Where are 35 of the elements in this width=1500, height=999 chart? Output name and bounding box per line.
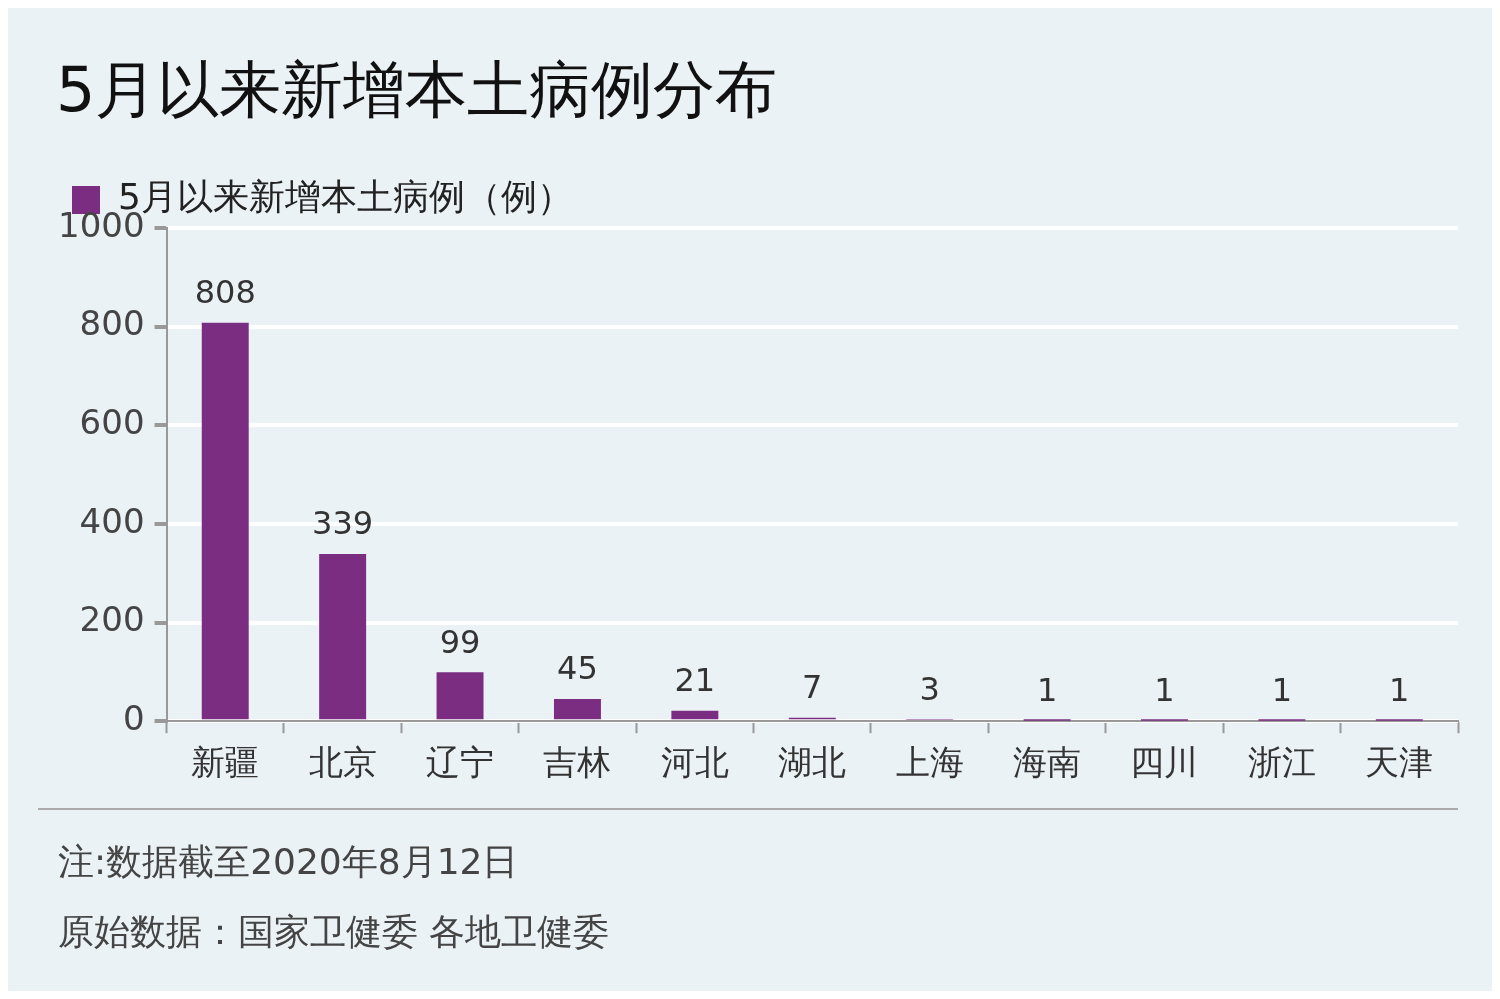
text: 原始数据：国家卫健委 各地卫健委 (58, 910, 610, 954)
data-label: 7 (802, 668, 823, 707)
bar (671, 710, 719, 720)
y-tick-label: 200 (79, 599, 145, 640)
data-label: 21 (674, 661, 716, 700)
data-label: 1 (1154, 671, 1175, 710)
chart-title: 5月以来新增本土病例分布 (56, 52, 778, 128)
x-tick-label: 湖北 (778, 742, 847, 783)
bar (436, 672, 484, 720)
x-tick-label: 上海 (895, 742, 964, 783)
y-tick-label: 400 (79, 500, 145, 541)
data-label: 1 (1036, 671, 1058, 710)
data-label: 3 (919, 670, 940, 709)
bar (553, 699, 601, 720)
x-tick-label: 新疆 (191, 742, 260, 783)
x-tick-label: 河北 (660, 742, 729, 783)
data-label: 99 (439, 622, 481, 661)
x-tick-label: 浙江 (1247, 742, 1316, 783)
data-label: 45 (557, 649, 598, 688)
data-label: 808 (194, 273, 256, 312)
x-tick-label: 四川 (1130, 742, 1199, 783)
x-tick-label: 天津 (1365, 742, 1434, 783)
bar (201, 322, 249, 720)
text: 注:数据截至2020年8月12日 (58, 840, 519, 884)
x-tick-label: 海南 (1013, 742, 1082, 783)
x-tick-label: 辽宁 (426, 742, 495, 783)
data-label: 1 (1271, 671, 1293, 710)
y-tick-label: 800 (79, 303, 145, 344)
data-label: 339 (312, 504, 374, 543)
x-tick-label: 北京 (308, 742, 377, 783)
bar (319, 554, 367, 720)
y-tick-label: 600 (79, 402, 145, 443)
x-tick-label: 吉林 (543, 742, 612, 783)
y-tick-label: 0 (122, 698, 145, 739)
data-label: 1 (1389, 671, 1410, 710)
